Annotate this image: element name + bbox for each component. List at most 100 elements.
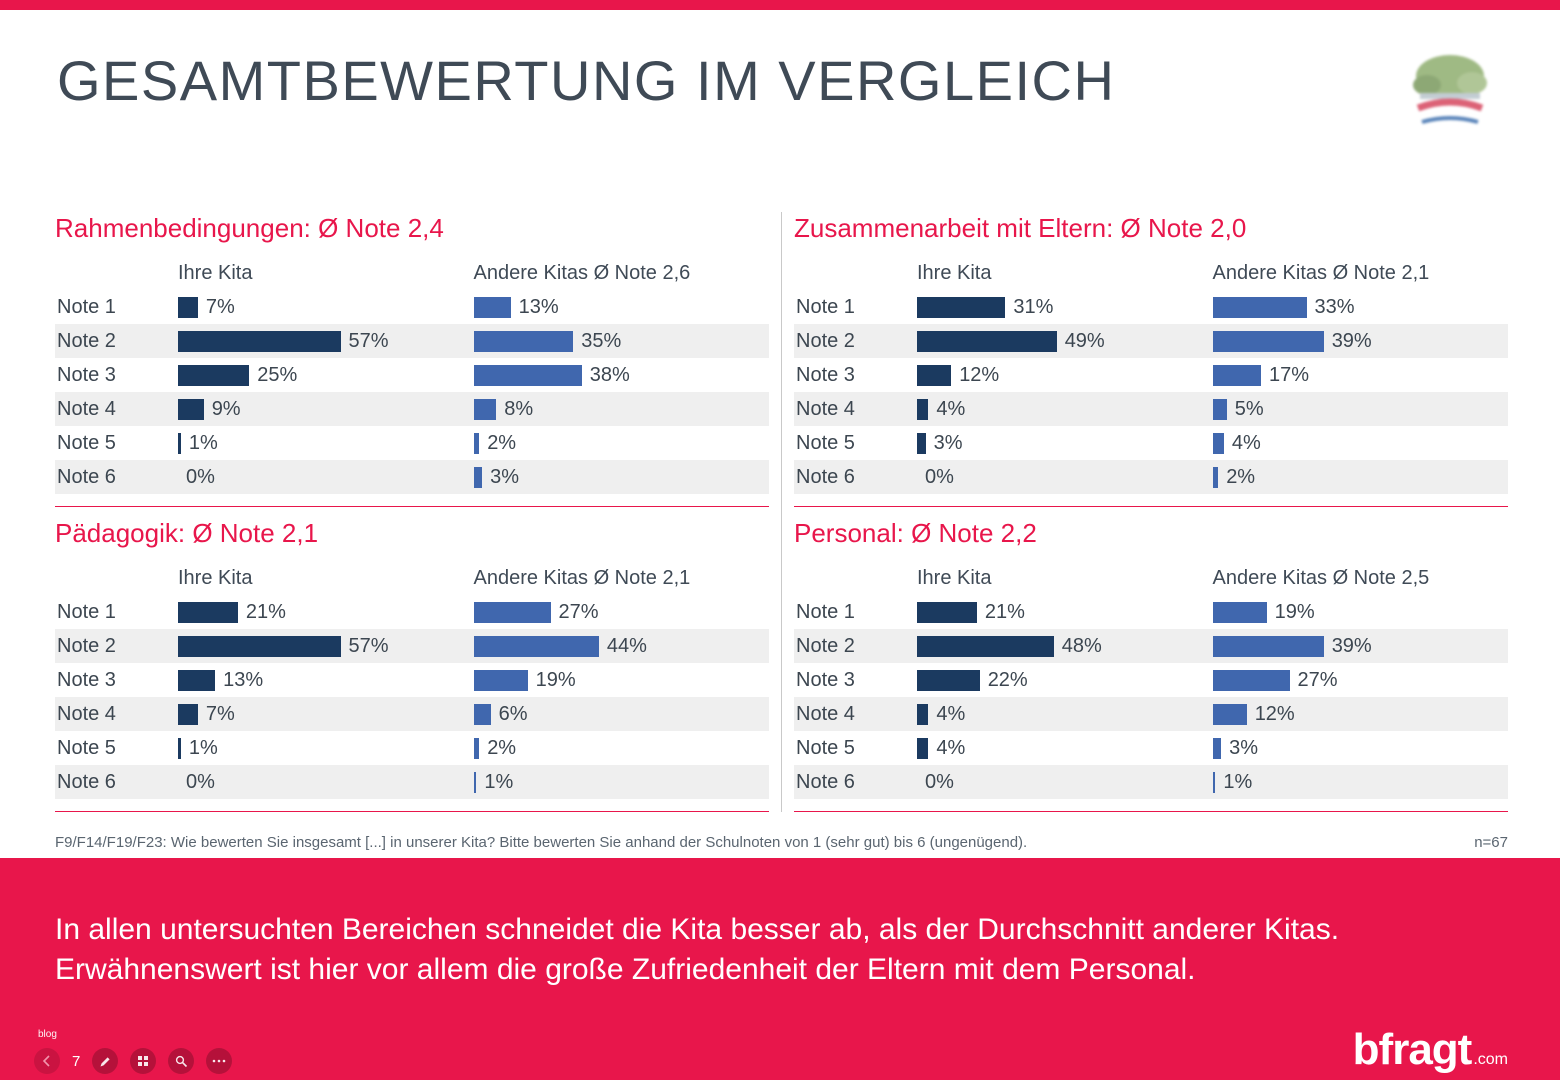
top-accent-strip	[0, 0, 1560, 10]
bar-andere-kitas	[473, 635, 599, 657]
value-label: 21%	[984, 600, 1025, 623]
bar-cell: 17%	[1212, 358, 1509, 392]
chart-row: Note 3 13% 19%	[55, 663, 769, 697]
charts-grid: Rahmenbedingungen: Ø Note 2,4 Ihre Kita A…	[55, 212, 1508, 812]
bar-cell: 13%	[178, 663, 474, 697]
series-header-ihre-kita: Ihre Kita	[178, 567, 253, 589]
slide-number: 7	[72, 1052, 81, 1070]
bar-ihre-kita	[917, 737, 929, 759]
bar-ihre-kita	[178, 669, 216, 691]
value-label: 49%	[1064, 329, 1105, 352]
bar-andere-kitas	[1212, 669, 1290, 691]
bar-cell: 19%	[473, 663, 770, 697]
bar-chart-paedagogik: Ihre Kita Andere Kitas Ø Note 2,1 Note 1 21…	[55, 563, 769, 799]
category-label: Note 2	[796, 329, 855, 352]
value-label: 4%	[936, 736, 966, 759]
bar-cell: 57%	[178, 324, 474, 358]
category-label: Note 2	[57, 634, 116, 657]
category-label: Note 6	[796, 465, 855, 488]
value-label: 12%	[1254, 702, 1295, 725]
value-label: 2%	[487, 431, 517, 454]
bar-ihre-kita	[178, 601, 238, 623]
category-label: Note 4	[796, 702, 855, 725]
value-label: 4%	[936, 702, 966, 725]
chart-row: Note 4 4% 5%	[794, 392, 1508, 426]
bar-andere-kitas	[1212, 296, 1307, 318]
bar-cell: 2%	[473, 426, 770, 460]
chart-row: Note 2 57% 35%	[55, 324, 769, 358]
bar-andere-kitas	[473, 771, 477, 793]
bar-cell: 8%	[473, 392, 770, 426]
see-all-slides-button[interactable]	[130, 1048, 157, 1074]
series-header-ihre-kita: Ihre Kita	[917, 567, 992, 589]
value-label: 48%	[1061, 634, 1102, 657]
chart-row: Note 4 4% 12%	[794, 697, 1508, 731]
category-label: Note 6	[796, 770, 855, 793]
chart-row: Note 1 21% 19%	[794, 595, 1508, 629]
ellipsis-icon	[213, 1059, 226, 1063]
bar-andere-kitas	[1212, 771, 1216, 793]
bar-cell: 12%	[1212, 697, 1509, 731]
value-label: 1%	[1223, 770, 1253, 793]
footnote-text: F9/F14/F19/F23: Wie bewerten Sie insgesa…	[55, 834, 1028, 851]
category-label: Note 2	[57, 329, 116, 352]
bar-ihre-kita	[917, 296, 1006, 318]
bar-andere-kitas	[473, 601, 551, 623]
value-label: 4%	[936, 397, 966, 420]
chart-row: Note 5 1% 2%	[55, 426, 769, 460]
category-label: Note 4	[796, 397, 855, 420]
chart-row: Note 2 48% 39%	[794, 629, 1508, 663]
category-label: Note 3	[57, 668, 116, 691]
chart-row: Note 1 7% 13%	[55, 290, 769, 324]
bar-cell: 1%	[1212, 765, 1509, 799]
category-label: Note 4	[57, 702, 116, 725]
bar-andere-kitas	[473, 364, 582, 386]
chart-row: Note 1 31% 33%	[794, 290, 1508, 324]
bar-andere-kitas	[1212, 601, 1267, 623]
blog-watermark: blog	[38, 1029, 57, 1040]
footnote: F9/F14/F19/F23: Wie bewerten Sie insgesa…	[55, 834, 1508, 851]
kita-logo-image	[1413, 55, 1487, 124]
brand-name: bfragt	[1352, 1025, 1473, 1074]
chart-row: Note 3 12% 17%	[794, 358, 1508, 392]
bar-cell: 44%	[473, 629, 770, 663]
bar-cell: 31%	[917, 290, 1213, 324]
value-label: 1%	[188, 431, 218, 454]
bar-cell: 27%	[1212, 663, 1509, 697]
bar-andere-kitas	[473, 432, 480, 454]
value-label: 7%	[205, 295, 235, 318]
value-label: 35%	[581, 329, 622, 352]
value-label: 57%	[348, 329, 389, 352]
bar-andere-kitas	[473, 296, 511, 318]
value-label: 0%	[186, 770, 215, 793]
chart-section-zusammenarbeit: Zusammenarbeit mit Eltern: Ø Note 2,0 Ih…	[794, 212, 1508, 507]
chart-header-row: Ihre Kita Andere Kitas Ø Note 2,1	[55, 563, 769, 595]
chart-section-personal: Personal: Ø Note 2,2 Ihre Kita Andere Kit…	[794, 517, 1508, 812]
value-label: 25%	[257, 363, 298, 386]
bar-chart-rahmenbedingungen: Ihre Kita Andere Kitas Ø Note 2,6 Note 1 7%…	[55, 258, 769, 494]
value-label: 27%	[558, 600, 599, 623]
value-label: 22%	[987, 668, 1028, 691]
category-label: Note 1	[796, 295, 855, 318]
category-label: Note 2	[796, 634, 855, 657]
previous-slide-button[interactable]	[34, 1048, 60, 1074]
bar-cell: 7%	[178, 697, 474, 731]
pen-tool-button[interactable]	[92, 1048, 119, 1074]
bar-cell: 35%	[473, 324, 770, 358]
value-label: 8%	[504, 397, 534, 420]
bar-andere-kitas	[473, 669, 528, 691]
page-title: GESAMTBEWERTUNG IM VERGLEICH	[57, 49, 1116, 112]
bar-cell: 7%	[178, 290, 474, 324]
bar-cell: 3%	[473, 460, 770, 494]
value-label: 0%	[186, 465, 215, 488]
brand-suffix: .com	[1473, 1051, 1508, 1068]
bar-cell: 21%	[917, 595, 1213, 629]
more-options-button[interactable]	[206, 1048, 233, 1074]
bfragt-logo: bfragt .com	[1353, 1028, 1508, 1072]
category-label: Note 5	[57, 431, 116, 454]
bar-ihre-kita	[178, 330, 341, 352]
chart-title-paedagogik: Pädagogik: Ø Note 2,1	[55, 518, 319, 548]
zoom-button[interactable]	[168, 1048, 195, 1074]
chart-row: Note 6 0% 1%	[794, 765, 1508, 799]
value-label: 1%	[188, 736, 218, 759]
